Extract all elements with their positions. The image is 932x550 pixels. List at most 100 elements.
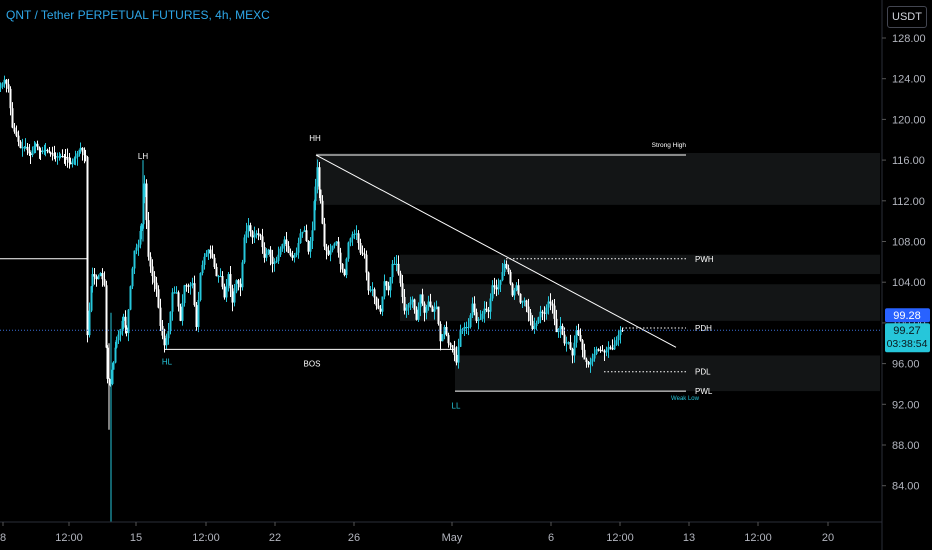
candle-body [56,156,59,158]
candle [31,146,34,158]
candle [197,291,200,333]
candle-body [19,141,22,148]
candle-body [385,281,388,286]
candle [155,276,158,297]
candle [421,288,424,306]
candle [137,239,140,256]
candle [417,302,420,323]
candle [271,249,274,273]
candle [281,243,284,252]
candle-body [217,276,220,278]
candle-body [318,167,321,190]
candle [345,257,348,279]
candle [24,138,27,149]
x-tick-label: 12:00 [606,532,634,544]
candle [487,307,490,319]
candle-body [401,283,404,297]
candle-body [579,335,582,341]
candle [425,304,428,320]
candle [106,345,109,384]
candle [5,78,8,93]
candle-body [485,308,488,311]
candle-body [61,156,64,158]
supply-demand-zone [316,152,880,205]
candle-body [38,147,41,151]
candle [78,149,81,157]
candle [399,270,402,287]
candle-body [345,258,348,276]
candle-body [64,156,67,158]
candle-body [487,310,490,312]
candle-body [5,79,8,85]
candle [90,286,93,313]
candle [19,140,22,149]
candle-body [311,230,314,241]
candle-body [555,318,558,333]
candle-body [151,266,154,277]
candle [7,78,10,93]
candles [0,75,624,387]
candle [305,224,308,242]
candle-body [28,150,31,154]
candle [569,334,572,351]
candle-body [585,359,588,363]
candle-body [285,239,288,247]
candle-body [427,301,430,308]
candle-body [405,307,408,311]
candle-body [519,293,522,303]
candle-body [593,353,596,359]
candle [613,337,616,350]
candle [541,309,544,320]
candle [241,259,244,291]
candle-body [13,127,16,132]
candle [353,229,356,240]
candle [319,189,322,204]
candle-body [599,349,602,351]
candle [93,268,96,285]
candle [181,294,184,326]
candle-body [211,253,214,258]
candle-body [337,241,340,253]
candle [173,286,176,294]
candle [88,302,91,338]
candle [393,256,396,265]
candle [361,245,364,257]
candle [103,271,106,287]
x-tick-label: 12:00 [192,532,220,544]
currency-selector[interactable]: USDT [887,6,927,28]
candle-body [219,276,222,278]
candle [409,296,412,310]
candle [599,346,602,353]
candle [489,293,492,320]
y-tick-label: 104.00 [892,277,926,289]
y-tick-label: 120.00 [892,114,926,126]
candle-body [353,233,356,235]
candle [257,228,260,241]
candle-body [445,326,448,336]
candle [223,283,226,300]
candle [483,301,486,323]
candle-body [95,276,98,280]
candle [275,256,278,264]
candle-body [105,285,108,348]
candle [533,317,536,334]
candle [56,152,59,165]
level-label: Strong High [652,142,687,149]
candle [0,82,2,92]
candle-body [193,283,196,306]
candle-body [49,152,52,154]
candle-body [131,268,134,287]
candle-body [101,273,104,280]
candle-body [90,286,93,311]
candle [555,309,558,333]
candle [201,260,204,276]
candle [415,306,418,321]
candle [301,231,304,238]
candle-body [34,143,37,147]
candle [451,345,454,353]
candle [543,306,546,322]
candle [289,248,292,257]
candle [21,138,24,157]
candle-body [361,252,364,254]
